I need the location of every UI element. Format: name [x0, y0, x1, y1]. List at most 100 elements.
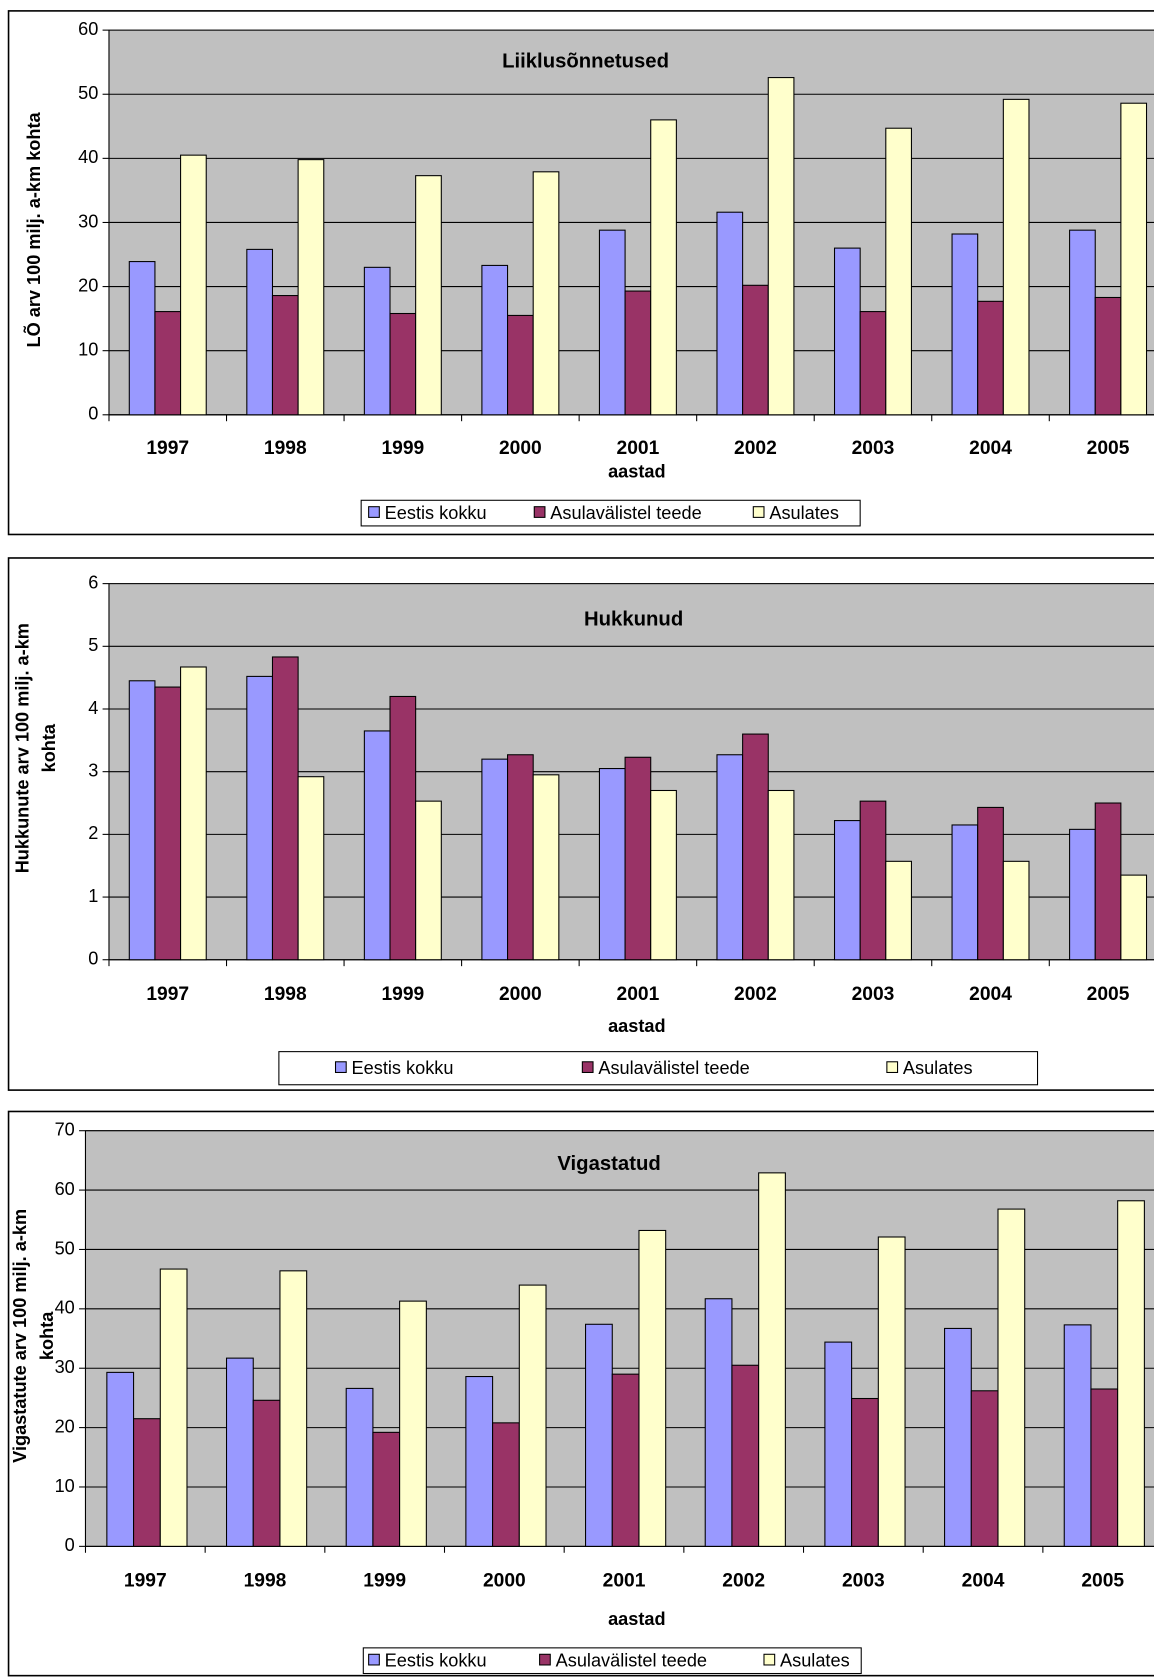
- legend-box: [360, 499, 861, 527]
- bar: [507, 314, 534, 416]
- bar: [1090, 1388, 1119, 1547]
- y-tick-label: 50: [55, 1238, 75, 1258]
- x-tick-label: 2005: [1087, 984, 1130, 1005]
- bar: [598, 768, 626, 961]
- bar: [271, 295, 299, 416]
- y-tick-label: 0: [65, 1535, 75, 1555]
- x-tick-label: 2004: [969, 438, 1012, 459]
- x-tick-label: 2005: [1087, 438, 1130, 459]
- bar: [951, 824, 979, 961]
- bar: [1094, 296, 1122, 416]
- legend-swatch: [763, 1653, 776, 1666]
- x-tick-label: 2004: [962, 1571, 1005, 1592]
- bar: [877, 1236, 906, 1547]
- bar: [225, 1357, 254, 1547]
- y-axis-title: kohta: [37, 1311, 57, 1360]
- bar: [650, 789, 677, 961]
- legend-label: Asulates: [780, 1651, 850, 1671]
- bar: [106, 1371, 135, 1547]
- legend-swatch: [334, 1061, 347, 1074]
- legend-label: Asulavälistel teede: [556, 1651, 707, 1671]
- x-tick-label: 2003: [852, 984, 895, 1005]
- x-tick-label: 1997: [146, 438, 189, 459]
- legend-box: [362, 1647, 862, 1675]
- y-tick-label: 40: [78, 147, 98, 167]
- bar: [1069, 828, 1096, 961]
- bar: [297, 159, 325, 416]
- x-tick-label: 2005: [1081, 1571, 1124, 1592]
- legend-swatch: [752, 506, 765, 518]
- x-tick-label: 2000: [499, 984, 542, 1005]
- x-axis-title: aastad: [608, 1016, 666, 1036]
- bar: [133, 1418, 161, 1547]
- bar: [363, 730, 391, 961]
- x-tick-label: 1999: [363, 1571, 406, 1592]
- bar: [481, 264, 509, 416]
- bar: [833, 820, 861, 961]
- bar: [977, 300, 1004, 416]
- bar: [742, 733, 769, 961]
- y-tick-label: 10: [55, 1476, 75, 1496]
- legend-label: Eestis kokku: [385, 1651, 487, 1671]
- bar: [415, 175, 442, 416]
- bar: [944, 1327, 972, 1547]
- bar: [154, 686, 182, 961]
- bar: [1120, 874, 1148, 961]
- bar: [180, 154, 207, 416]
- x-tick-label: 2003: [852, 438, 895, 459]
- x-tick-label: 2002: [722, 1571, 765, 1592]
- y-tick-label: 50: [78, 83, 98, 103]
- y-tick-label: 20: [78, 275, 98, 295]
- bar: [624, 756, 652, 961]
- bar: [271, 656, 299, 961]
- chart-title: Vigastatud: [557, 1153, 660, 1175]
- y-tick-label: 70: [55, 1120, 75, 1140]
- bar: [532, 171, 560, 416]
- bar: [363, 266, 391, 416]
- bar: [481, 758, 509, 961]
- legend-label: Eestis kokku: [352, 1058, 454, 1078]
- bar: [246, 675, 274, 961]
- y-tick-label: 3: [88, 760, 98, 780]
- bar: [1117, 1200, 1145, 1547]
- bar: [758, 1172, 786, 1547]
- x-tick-label: 1997: [124, 1571, 167, 1592]
- bar: [731, 1364, 760, 1547]
- bar: [767, 789, 795, 961]
- y-tick-label: 40: [55, 1298, 75, 1318]
- bar: [532, 774, 560, 961]
- bar: [997, 1208, 1026, 1547]
- bar: [742, 284, 769, 416]
- bar: [518, 1284, 547, 1547]
- bar: [246, 248, 274, 416]
- y-tick-label: 0: [88, 404, 98, 424]
- legend-label: Eestis kokku: [385, 503, 487, 523]
- x-tick-label: 1998: [264, 438, 307, 459]
- legend-label: Asulates: [769, 503, 839, 523]
- x-axis-title: aastad: [608, 461, 666, 481]
- bar: [415, 800, 442, 961]
- bar: [372, 1431, 401, 1547]
- x-tick-label: 2000: [499, 438, 542, 459]
- y-axis-title: kohta: [39, 723, 59, 772]
- legend-swatch: [533, 506, 546, 518]
- x-tick-label: 1997: [146, 984, 189, 1005]
- bar: [885, 127, 912, 416]
- bar: [851, 1397, 879, 1547]
- bar: [704, 1298, 733, 1547]
- bar: [859, 800, 887, 961]
- x-axis-title: aastad: [608, 1609, 666, 1629]
- bar: [1094, 802, 1122, 961]
- bar: [465, 1376, 494, 1547]
- bar: [1120, 102, 1148, 416]
- y-tick-label: 10: [78, 339, 98, 359]
- bar: [611, 1373, 640, 1547]
- bar: [624, 290, 652, 416]
- legend-label: Asulates: [903, 1058, 973, 1078]
- x-tick-label: 2000: [483, 1571, 526, 1592]
- bar: [507, 754, 534, 961]
- y-axis-title: Hukkunute arv 100 milj. a-km: [12, 623, 32, 873]
- legend-box: [278, 1051, 1039, 1086]
- x-tick-label: 2001: [617, 984, 660, 1005]
- y-axis-title: Vigastatute arv 100 milj. a-km: [10, 1209, 30, 1463]
